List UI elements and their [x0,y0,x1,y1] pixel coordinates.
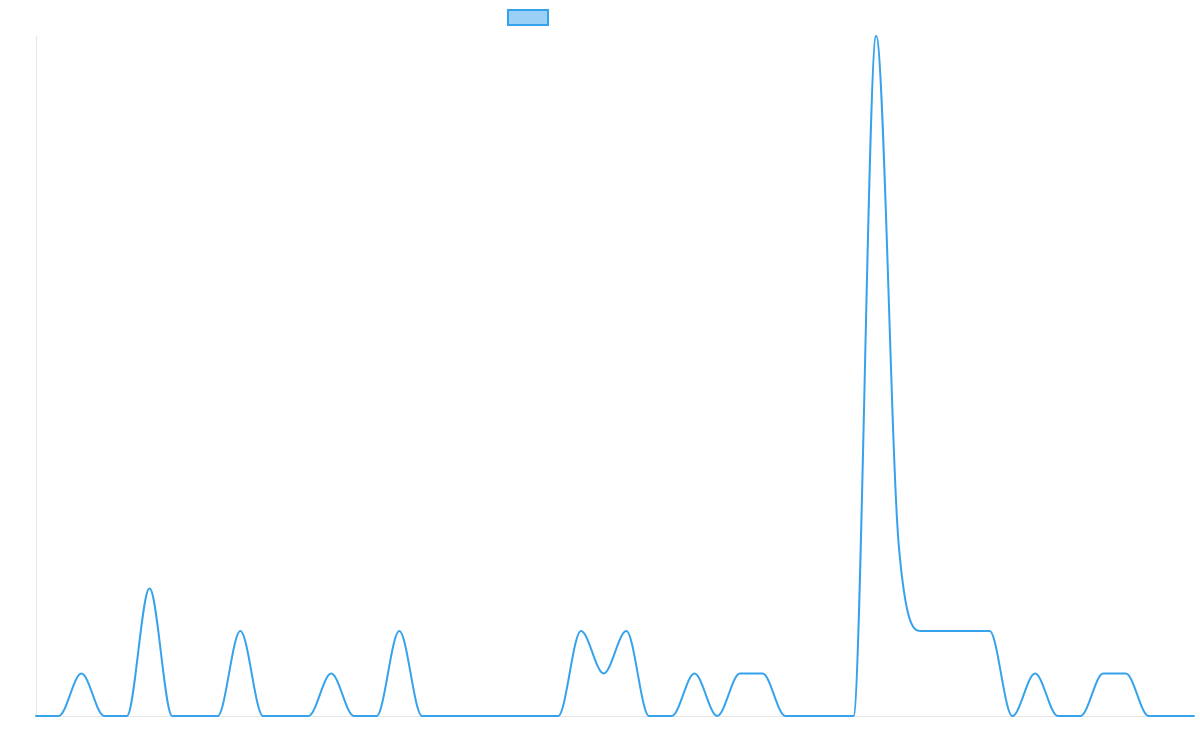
data-point[interactable] [940,627,948,635]
data-point[interactable] [214,712,222,720]
data-point[interactable] [55,712,63,720]
data-point[interactable] [1167,712,1175,720]
data-point[interactable] [441,712,449,720]
data-point[interactable] [1190,712,1198,720]
data-point[interactable] [804,712,812,720]
data-point[interactable] [532,712,540,720]
data-point[interactable] [350,712,358,720]
data-point[interactable] [32,712,40,720]
data-point[interactable] [759,670,767,678]
data-point[interactable] [554,712,562,720]
data-point[interactable] [236,627,244,635]
data-point[interactable] [622,627,630,635]
data-point[interactable] [1122,670,1130,678]
data-point[interactable] [123,712,131,720]
data-point[interactable] [259,712,267,720]
legend-swatch[interactable] [507,9,549,26]
data-point[interactable] [373,712,381,720]
data-point[interactable] [509,712,517,720]
data-point[interactable] [327,670,335,678]
data-point[interactable] [100,712,108,720]
data-point[interactable] [690,670,698,678]
data-point[interactable] [486,712,494,720]
data-point[interactable] [1031,670,1039,678]
data-point[interactable] [1145,712,1153,720]
data-point[interactable] [645,712,653,720]
series-layer [32,32,1198,720]
data-point[interactable] [395,627,403,635]
data-point[interactable] [463,712,471,720]
data-point[interactable] [282,712,290,720]
data-point[interactable] [827,712,835,720]
data-point[interactable] [77,670,85,678]
data-point[interactable] [918,627,926,635]
data-point[interactable] [1099,670,1107,678]
data-point[interactable] [713,712,721,720]
data-point[interactable] [1008,712,1016,720]
data-point[interactable] [600,670,608,678]
data-point[interactable] [1054,712,1062,720]
data-point[interactable] [895,542,903,550]
data-point[interactable] [849,712,857,720]
data-point[interactable] [872,32,880,40]
series-line-0[interactable] [35,35,1195,717]
data-point[interactable] [191,712,199,720]
data-point[interactable] [963,627,971,635]
data-point[interactable] [781,712,789,720]
data-point[interactable] [168,712,176,720]
data-point[interactable] [146,585,154,593]
legend [507,9,549,26]
data-point[interactable] [736,670,744,678]
data-point[interactable] [304,712,312,720]
data-point[interactable] [986,627,994,635]
data-point[interactable] [418,712,426,720]
data-point[interactable] [668,712,676,720]
data-point[interactable] [577,627,585,635]
data-point[interactable] [1076,712,1084,720]
